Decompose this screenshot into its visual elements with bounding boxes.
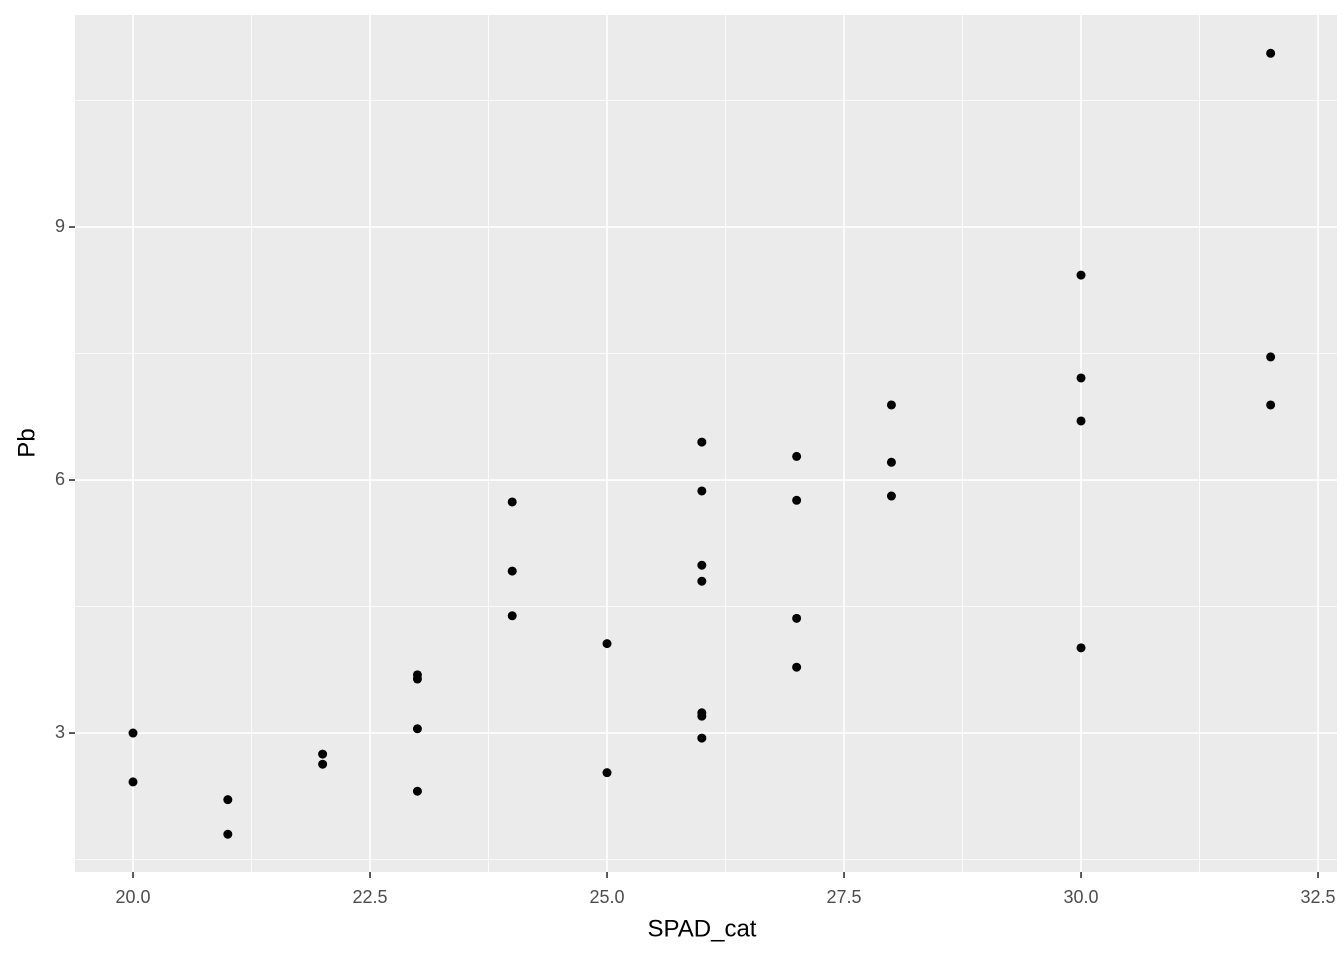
point (128, 777, 138, 787)
point (1266, 352, 1276, 362)
y-tick-label: 6 (55, 469, 65, 489)
y-axis-title: Pb (13, 428, 40, 457)
point (507, 611, 517, 621)
x-tick-label: 30.0 (1064, 887, 1099, 907)
x-tick-label: 20.0 (115, 887, 150, 907)
y-tick-label: 9 (55, 216, 65, 236)
point (412, 724, 422, 734)
x-tick-label: 27.5 (827, 887, 862, 907)
point (886, 491, 896, 501)
point (1266, 48, 1276, 58)
y-tick-label: 3 (55, 722, 65, 742)
point (697, 733, 707, 743)
point (697, 437, 707, 447)
x-tick-label: 22.5 (352, 887, 387, 907)
x-axis-title: SPAD_cat (648, 915, 757, 942)
point (697, 711, 707, 721)
point (1076, 643, 1086, 653)
x-tick-label: 25.0 (590, 887, 625, 907)
point (792, 451, 802, 461)
point (1076, 416, 1086, 426)
point (602, 768, 612, 778)
point (128, 728, 138, 738)
point (1076, 373, 1086, 383)
point (886, 457, 896, 467)
point (1266, 400, 1276, 410)
point (412, 786, 422, 796)
x-tick-label: 32.5 (1301, 887, 1336, 907)
point (1076, 270, 1086, 280)
point (412, 674, 422, 684)
point (792, 613, 802, 623)
point (318, 749, 328, 759)
point (792, 495, 802, 505)
point (697, 560, 707, 570)
point (697, 576, 707, 586)
point (507, 566, 517, 576)
point (318, 759, 328, 769)
point (223, 829, 233, 839)
point (602, 639, 612, 649)
point (792, 662, 802, 672)
point (507, 497, 517, 507)
point (223, 795, 233, 805)
point (886, 400, 896, 410)
point (697, 486, 707, 496)
